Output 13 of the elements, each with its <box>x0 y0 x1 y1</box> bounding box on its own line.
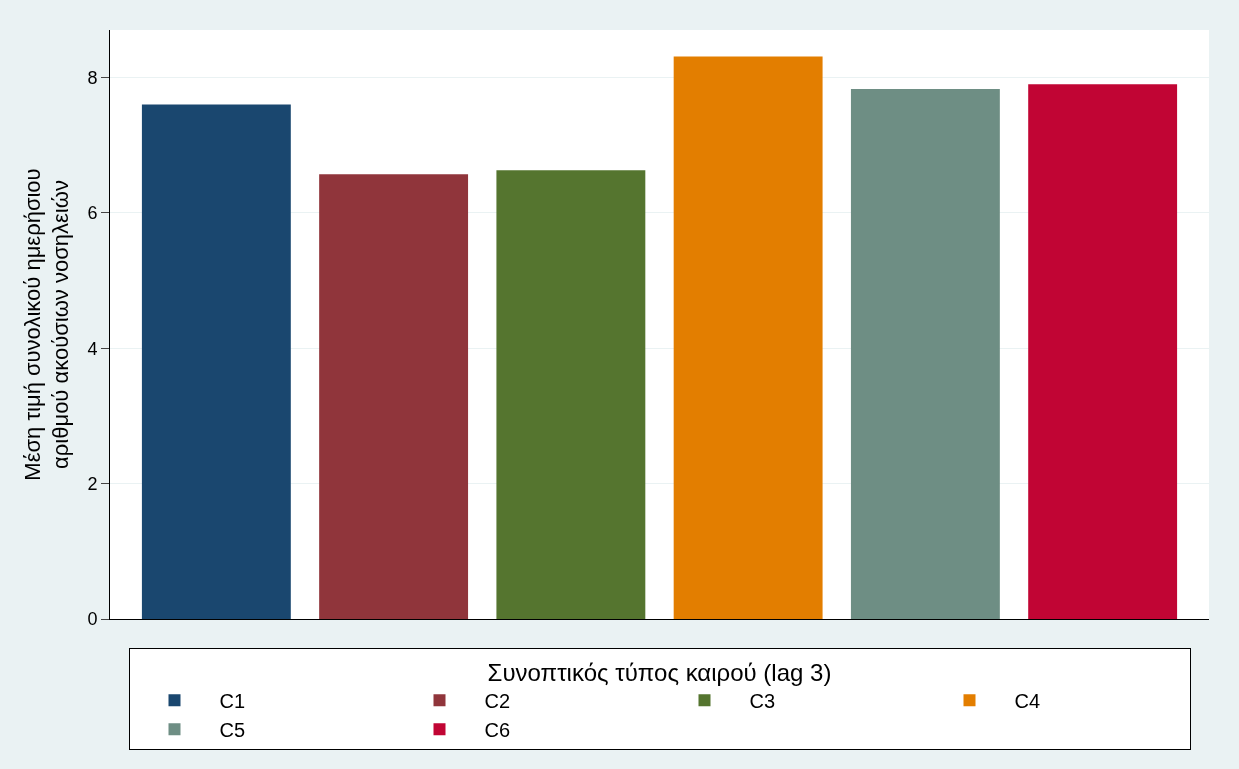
legend-label: C6 <box>484 718 511 741</box>
legend-title: Συνοπτικός τύπος καιρού (lag 3) <box>487 658 832 686</box>
y-tick-label: 0 <box>87 609 98 630</box>
y-tick-label: 2 <box>87 473 98 494</box>
legend-label: C4 <box>1014 689 1041 712</box>
legend-label: C5 <box>219 718 246 741</box>
legend-label: C1 <box>219 689 246 712</box>
y-tick-label: 8 <box>87 67 98 88</box>
y-tick-label: 4 <box>87 338 98 359</box>
y-axis-title: Μέση τιμή συνολικού ημερήσιου αριθμού ακούσιων νοσηλειών <box>19 168 74 481</box>
y-tick-label: 6 <box>87 203 98 224</box>
legend-label: C2 <box>484 689 511 712</box>
legend-label: C3 <box>749 689 776 712</box>
